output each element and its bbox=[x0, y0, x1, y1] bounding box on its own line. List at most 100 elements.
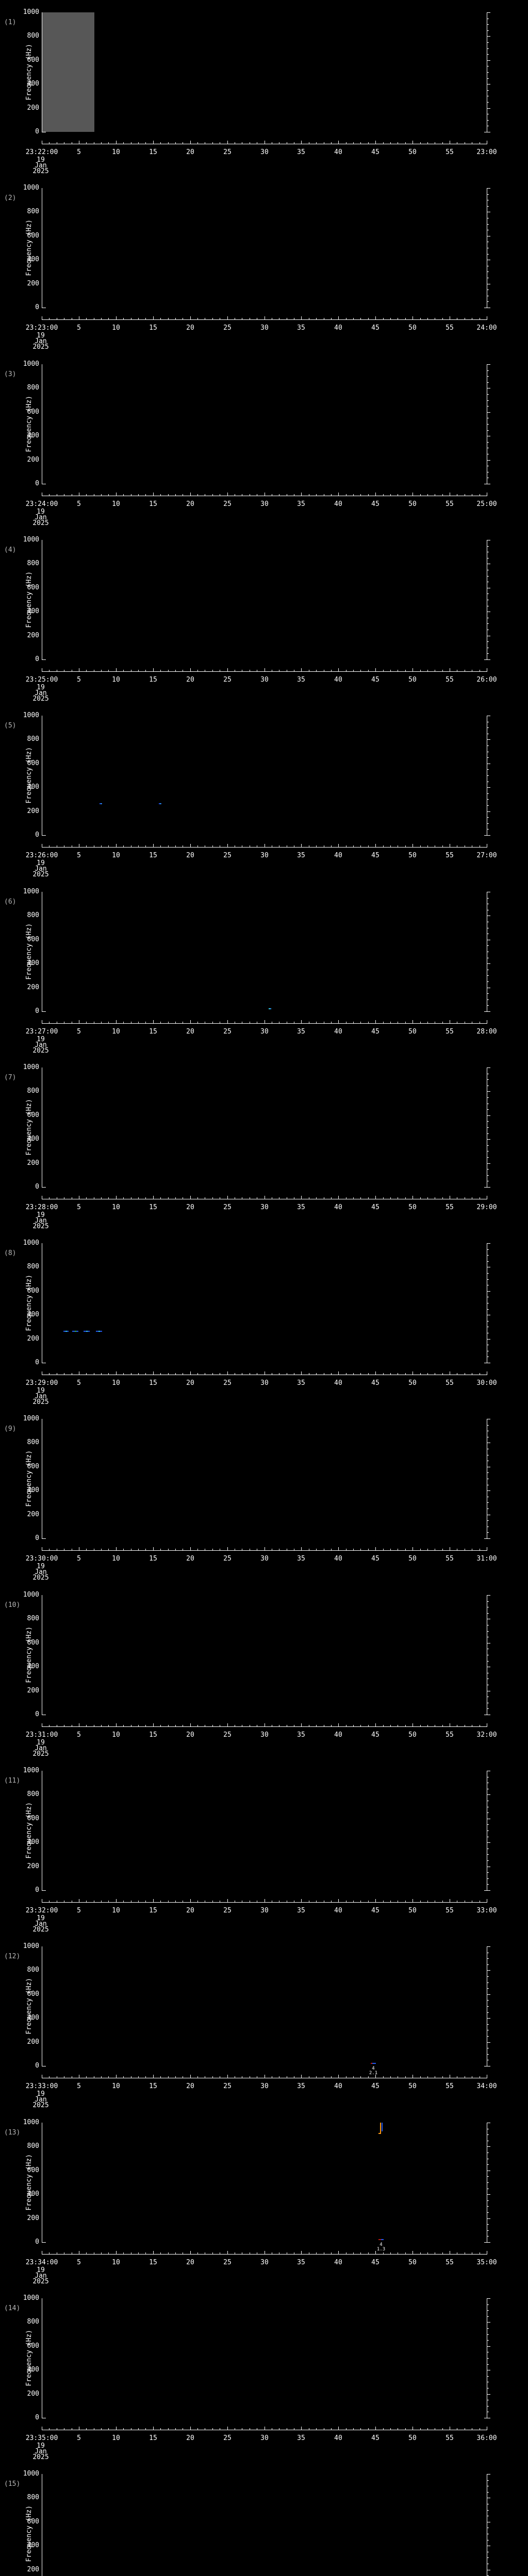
x-tick-label: 50 bbox=[408, 2434, 417, 2442]
y-tick-label: 1000 bbox=[23, 1239, 39, 1247]
right-axis-tick bbox=[487, 2134, 489, 2135]
x-tick bbox=[153, 668, 154, 671]
y-tick-label: 800 bbox=[27, 911, 39, 919]
y-tick-label: 400 bbox=[27, 2190, 39, 2198]
x-tick bbox=[86, 1725, 87, 1726]
x-tick-label: 40 bbox=[334, 2259, 342, 2266]
y-axis-label-text: Frequency (Hz) bbox=[25, 1099, 33, 1156]
x-tick bbox=[168, 142, 169, 144]
x-tick bbox=[427, 2076, 428, 2078]
x-tick bbox=[383, 1373, 384, 1375]
x-tick bbox=[360, 142, 361, 144]
x-tick bbox=[175, 494, 176, 496]
x-tick bbox=[145, 1725, 146, 1726]
x-tick bbox=[123, 2076, 124, 2078]
right-axis-tick bbox=[487, 1976, 489, 1977]
x-tick bbox=[86, 845, 87, 847]
x-tick-label: 45 bbox=[371, 2259, 380, 2266]
plot-area bbox=[42, 1067, 487, 1187]
x-tick bbox=[160, 1197, 161, 1199]
right-axis-tick bbox=[487, 1946, 490, 1947]
x-tick bbox=[338, 141, 339, 144]
x-tick-label: 35 bbox=[297, 1555, 305, 1563]
y-tick-label: 600 bbox=[27, 408, 39, 416]
y-axis-label-text: Frequency (Hz) bbox=[25, 2330, 33, 2386]
right-axis-tick bbox=[487, 42, 489, 43]
right-axis-tick bbox=[487, 1890, 490, 1891]
x-tick bbox=[138, 318, 139, 319]
x-tick-label: 30 bbox=[260, 1907, 269, 1914]
x-tick bbox=[338, 2427, 339, 2430]
x-end-time-label: 31:00 bbox=[476, 1555, 497, 1563]
y-tick-label: 0 bbox=[35, 655, 39, 663]
x-tick bbox=[212, 1549, 213, 1550]
x-tick-label: 55 bbox=[446, 1731, 454, 1739]
x-tick bbox=[360, 2252, 361, 2254]
right-axis-tick bbox=[487, 1187, 490, 1188]
x-tick bbox=[412, 668, 413, 671]
x-tick bbox=[353, 670, 354, 671]
right-axis-tick bbox=[487, 2334, 489, 2335]
right-axis-cap bbox=[484, 1890, 487, 1891]
date-label: 19 bbox=[37, 1036, 45, 1043]
x-tick bbox=[331, 142, 332, 144]
x-tick bbox=[175, 318, 176, 319]
x-tick bbox=[390, 845, 391, 847]
x-tick bbox=[353, 1373, 354, 1375]
x-tick bbox=[375, 1196, 376, 1199]
x-tick bbox=[405, 2076, 406, 2078]
x-tick bbox=[412, 2075, 413, 2078]
y-tick-label: 800 bbox=[27, 2142, 39, 2150]
x-tick bbox=[212, 494, 213, 496]
y-tick-label: 400 bbox=[27, 256, 39, 263]
x-start-time-label: 23:33:00 bbox=[25, 2082, 58, 2090]
x-tick bbox=[405, 2252, 406, 2254]
x-tick-label: 5 bbox=[77, 148, 81, 156]
y-tick bbox=[42, 1187, 46, 1188]
right-axis-tick bbox=[487, 2230, 489, 2231]
x-tick-label: 25 bbox=[223, 2082, 232, 2090]
right-axis-tick bbox=[487, 72, 489, 73]
x-tick-label: 40 bbox=[334, 1731, 342, 1739]
x-tick-label: 50 bbox=[408, 1907, 417, 1914]
x-tick-label: 5 bbox=[77, 324, 81, 332]
x-tick bbox=[412, 316, 413, 319]
y-tick-label: 200 bbox=[27, 1511, 39, 1518]
x-tick bbox=[138, 1725, 139, 1726]
x-tick bbox=[331, 1373, 332, 1375]
x-tick bbox=[331, 2428, 332, 2430]
x-tick-label: 45 bbox=[371, 500, 380, 508]
x-tick-label: 5 bbox=[77, 1731, 81, 1739]
y-axis-label: Frequency (Hz) bbox=[25, 2123, 34, 2242]
x-tick-label: 25 bbox=[223, 1379, 232, 1387]
x-tick bbox=[145, 1901, 146, 1902]
x-tick bbox=[420, 2252, 421, 2254]
x-tick-label: 35 bbox=[297, 2082, 305, 2090]
right-axis-tick bbox=[487, 1595, 490, 1596]
x-tick-label: 15 bbox=[149, 148, 157, 156]
right-axis-tick bbox=[487, 24, 489, 25]
date-label: Jan bbox=[35, 1744, 47, 1752]
panel-number-label: (7) bbox=[4, 1074, 16, 1081]
x-tick bbox=[212, 2076, 213, 2078]
x-tick bbox=[160, 1022, 161, 1023]
right-axis-tick bbox=[487, 2376, 489, 2377]
date-label: 19 bbox=[37, 156, 45, 164]
x-tick bbox=[227, 2251, 228, 2254]
x-start-time-label: 23:27:00 bbox=[25, 1028, 58, 1036]
x-tick bbox=[360, 1549, 361, 1550]
x-tick bbox=[368, 2428, 369, 2430]
x-tick bbox=[197, 1901, 198, 1902]
x-tick-label: 20 bbox=[186, 1204, 194, 1211]
x-tick bbox=[138, 2252, 139, 2254]
x-tick bbox=[101, 1373, 102, 1375]
x-tick bbox=[190, 1899, 191, 1902]
x-tick bbox=[427, 1901, 428, 1902]
y-tick-label: 0 bbox=[35, 2414, 39, 2421]
right-axis-tick bbox=[487, 2182, 489, 2183]
x-tick bbox=[153, 844, 154, 847]
x-tick-label: 25 bbox=[223, 676, 232, 684]
right-axis-tick bbox=[487, 1067, 490, 1068]
right-axis-tick bbox=[487, 108, 490, 109]
panel-number-label: (5) bbox=[4, 722, 16, 730]
